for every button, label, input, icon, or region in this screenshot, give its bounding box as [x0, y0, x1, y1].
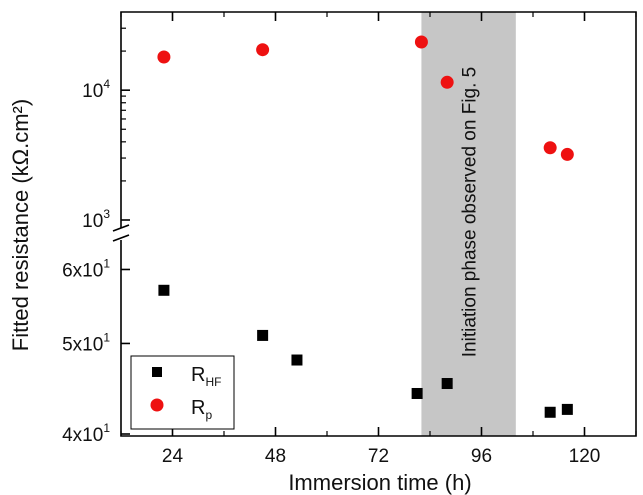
- y-tick-label-base: 10: [82, 81, 103, 102]
- x-tick-label: 120: [569, 446, 601, 467]
- legend-label-rp: Rp: [191, 397, 212, 422]
- legend-marker-rhf: [152, 367, 162, 377]
- axis-break-mark-bottom: [112, 234, 130, 242]
- legend-label-rp-sub: p: [205, 408, 212, 422]
- series-p-point: [440, 75, 454, 89]
- series-p-point: [414, 35, 428, 49]
- legend-box: [130, 355, 235, 430]
- legend-label-rhf: RHF: [191, 364, 221, 389]
- shaded-region-label: Initiation phase observed on Fig. 5: [460, 67, 481, 357]
- y-tick-label: 5x101: [62, 330, 110, 355]
- legend-marker-rp: [150, 398, 164, 412]
- axes: [112, 11, 637, 437]
- y-tick-label-base: 6x10: [62, 260, 103, 281]
- y-tick-label-exp: 3: [103, 207, 110, 221]
- legend-label-rhf-base: R: [191, 364, 205, 386]
- y-tick-label-exp: 1: [103, 330, 110, 344]
- legend-label-rp-base: R: [191, 397, 205, 419]
- series-hf-point: [257, 329, 269, 341]
- shaded-region-layer: Initiation phase observed on Fig. 5: [421, 12, 516, 436]
- y-tick-label: 6x101: [62, 256, 110, 281]
- axis-break-mark-top: [112, 224, 130, 232]
- y-tick-label: 104: [82, 77, 110, 102]
- series-p-point: [256, 43, 270, 57]
- series-hf-point: [561, 403, 573, 415]
- legend-label-rhf-sub: HF: [205, 375, 221, 389]
- series-p-point: [560, 147, 574, 161]
- legend: RHF Rp: [130, 355, 235, 430]
- series-hf-point: [441, 378, 453, 390]
- y-tick-label-base: 10: [82, 211, 103, 232]
- y-axis-title: Fitted resistance (kΩ.cm²): [8, 99, 33, 351]
- x-tick-label: 48: [265, 446, 286, 467]
- x-axis-title: Immersion time (h): [288, 470, 471, 495]
- data-points: [157, 35, 574, 418]
- y-tick-label: 103: [82, 207, 110, 232]
- axis-frame: [120, 11, 637, 437]
- y-tick-label-exp: 1: [103, 256, 110, 270]
- x-tick-label: 24: [162, 446, 184, 467]
- y-tick-label-base: 5x10: [62, 334, 103, 355]
- shaded-region: [421, 12, 516, 436]
- series-p-point: [543, 141, 557, 155]
- x-tick-label: 96: [471, 446, 492, 467]
- series-p-point: [157, 50, 171, 64]
- x-tick-label: 72: [368, 446, 389, 467]
- series-hf-point: [411, 387, 423, 399]
- series-hf-point: [158, 284, 170, 296]
- series-hf-point: [291, 354, 303, 366]
- series-hf-point: [544, 406, 556, 418]
- y-tick-label-base: 4x10: [62, 425, 103, 446]
- y-tick-label: 4x101: [62, 421, 110, 446]
- y-tick-label-exp: 4: [103, 77, 110, 91]
- y-tick-label-exp: 1: [103, 421, 110, 435]
